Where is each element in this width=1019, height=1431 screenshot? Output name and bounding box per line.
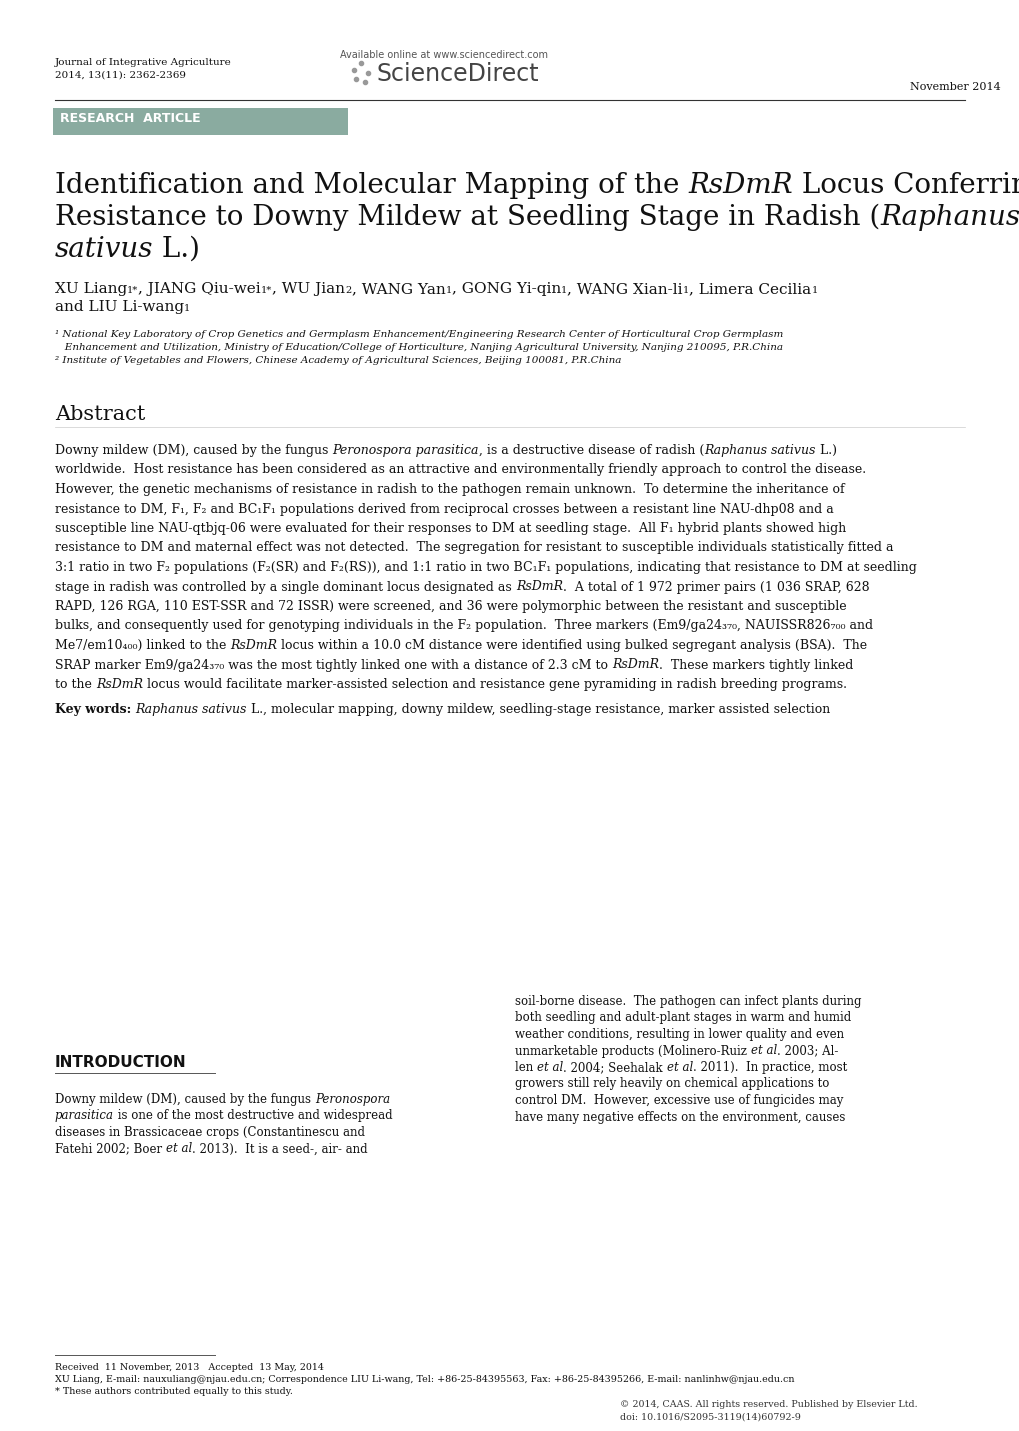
Text: weather conditions, resulting in lower quality and even: weather conditions, resulting in lower q…: [515, 1027, 844, 1040]
Text: RsDmR: RsDmR: [230, 640, 277, 653]
Text: . 2003; Al-: . 2003; Al-: [776, 1045, 838, 1058]
Text: 1: 1: [682, 286, 689, 295]
Text: et al: et al: [536, 1060, 562, 1075]
Text: , Limera Cecilia: , Limera Cecilia: [689, 282, 810, 296]
Text: locus would facilitate marker-assisted selection and resistance gene pyramiding : locus would facilitate marker-assisted s…: [143, 678, 846, 691]
Text: , JIANG Qiu-wei: , JIANG Qiu-wei: [139, 282, 261, 296]
Text: susceptible line NAU-qtbjq-06 were evaluated for their responses to DM at seedli: susceptible line NAU-qtbjq-06 were evalu…: [55, 522, 846, 535]
Text: parasitica: parasitica: [55, 1109, 114, 1122]
Text: ScienceDirect: ScienceDirect: [377, 62, 539, 86]
Text: Downy mildew (DM), caused by the fungus: Downy mildew (DM), caused by the fungus: [55, 444, 332, 456]
Text: , WU Jian: , WU Jian: [272, 282, 345, 296]
Text: RAPD, 126 RGA, 110 EST-SSR and 72 ISSR) were screened, and 36 were polymorphic b: RAPD, 126 RGA, 110 EST-SSR and 72 ISSR) …: [55, 600, 846, 612]
Text: XU Liang: XU Liang: [55, 282, 127, 296]
Text: worldwide.  Host resistance has been considered as an attractive and environment: worldwide. Host resistance has been cons…: [55, 464, 865, 477]
Text: bulks, and consequently used for genotyping individuals in the F₂ population.  T: bulks, and consequently used for genotyp…: [55, 620, 872, 633]
Text: to the: to the: [55, 678, 96, 691]
Text: Raphanus: Raphanus: [879, 205, 1019, 230]
Text: Fatehi 2002; Boer: Fatehi 2002; Boer: [55, 1142, 166, 1155]
Text: doi: 10.1016/S2095-3119(14)60792-9: doi: 10.1016/S2095-3119(14)60792-9: [620, 1412, 800, 1422]
Text: RESEARCH  ARTICLE: RESEARCH ARTICLE: [60, 112, 201, 124]
Text: Enhancement and Utilization, Ministry of Education/College of Horticulture, Nanj: Enhancement and Utilization, Ministry of…: [55, 343, 783, 352]
Text: Me7/em10₄₀₀) linked to the: Me7/em10₄₀₀) linked to the: [55, 640, 230, 653]
Text: soil-borne disease.  The pathogen can infect plants during: soil-borne disease. The pathogen can inf…: [515, 995, 861, 1007]
Text: L.): L.): [153, 236, 201, 263]
Text: 1: 1: [810, 286, 817, 295]
Text: . 2004; Seehalak: . 2004; Seehalak: [562, 1060, 666, 1075]
Text: 2: 2: [345, 286, 352, 295]
Text: , GONG Yi-qin: , GONG Yi-qin: [451, 282, 560, 296]
Text: Available online at www.sciencedirect.com: Available online at www.sciencedirect.co…: [339, 50, 547, 60]
Text: Locus Conferring: Locus Conferring: [792, 172, 1019, 199]
Text: locus within a 10.0 cM distance were identified using bulked segregant analysis : locus within a 10.0 cM distance were ide…: [277, 640, 866, 653]
Text: have many negative effects on the environment, causes: have many negative effects on the enviro…: [515, 1110, 845, 1123]
Text: diseases in Brassicaceae crops (Constantinescu and: diseases in Brassicaceae crops (Constant…: [55, 1126, 365, 1139]
Text: sativus: sativus: [55, 236, 153, 263]
Text: Identification and Molecular Mapping of the: Identification and Molecular Mapping of …: [55, 172, 688, 199]
Text: and LIU Li-wang: and LIU Li-wang: [55, 301, 184, 313]
Text: 2014, 13(11): 2362-2369: 2014, 13(11): 2362-2369: [55, 72, 185, 80]
Text: However, the genetic mechanisms of resistance in radish to the pathogen remain u: However, the genetic mechanisms of resis…: [55, 484, 844, 497]
Text: XU Liang, E-mail: nauxuliang@njau.edu.cn; Correspondence LIU Li-wang, Tel: +86-2: XU Liang, E-mail: nauxuliang@njau.edu.cn…: [55, 1375, 794, 1384]
Text: RsDmR: RsDmR: [611, 658, 658, 671]
Text: stage in radish was controlled by a single dominant locus designated as: stage in radish was controlled by a sing…: [55, 581, 516, 594]
Text: Raphanus sativus: Raphanus sativus: [703, 444, 815, 456]
Text: Received  11 November, 2013   Accepted  13 May, 2014: Received 11 November, 2013 Accepted 13 M…: [55, 1362, 324, 1372]
Text: control DM.  However, excessive use of fungicides may: control DM. However, excessive use of fu…: [515, 1095, 843, 1108]
Text: . 2011).  In practice, most: . 2011). In practice, most: [692, 1060, 847, 1075]
Text: Resistance to Downy Mildew at Seedling Stage in Radish (: Resistance to Downy Mildew at Seedling S…: [55, 205, 879, 232]
Text: len: len: [515, 1060, 536, 1075]
Text: et al: et al: [750, 1045, 776, 1058]
Bar: [53, 107, 347, 135]
Text: Abstract: Abstract: [55, 405, 146, 424]
Text: . 2013).  It is a seed-, air- and: . 2013). It is a seed-, air- and: [192, 1142, 368, 1155]
Text: both seedling and adult-plant stages in warm and humid: both seedling and adult-plant stages in …: [515, 1012, 851, 1025]
Text: 1: 1: [445, 286, 451, 295]
Text: 1: 1: [560, 286, 567, 295]
Text: Raphanus sativus: Raphanus sativus: [136, 704, 247, 717]
Text: INTRODUCTION: INTRODUCTION: [55, 1055, 186, 1070]
Text: 1*: 1*: [127, 286, 139, 295]
Text: 1: 1: [184, 303, 191, 313]
Text: .  These markers tightly linked: . These markers tightly linked: [658, 658, 853, 671]
Text: et al: et al: [166, 1142, 192, 1155]
Text: Journal of Integrative Agriculture: Journal of Integrative Agriculture: [55, 59, 231, 67]
Text: © 2014, CAAS. All rights reserved. Published by Elsevier Ltd.: © 2014, CAAS. All rights reserved. Publi…: [620, 1400, 917, 1410]
Text: SRAP marker Em9/ga24₃₇₀ was the most tightly linked one with a distance of 2.3 c: SRAP marker Em9/ga24₃₇₀ was the most tig…: [55, 658, 611, 671]
Text: resistance to DM and maternal effect was not detected.  The segregation for resi: resistance to DM and maternal effect was…: [55, 541, 893, 554]
Text: RsDmR: RsDmR: [688, 172, 792, 199]
Text: Key words:: Key words:: [55, 704, 136, 717]
Text: , WANG Yan: , WANG Yan: [352, 282, 445, 296]
Text: L.): L.): [815, 444, 836, 456]
Text: November 2014: November 2014: [909, 82, 1000, 92]
Text: et al: et al: [666, 1060, 692, 1075]
Text: 1*: 1*: [261, 286, 272, 295]
Text: resistance to DM, F₁, F₂ and BC₁F₁ populations derived from reciprocal crosses b: resistance to DM, F₁, F₂ and BC₁F₁ popul…: [55, 502, 833, 515]
Text: is one of the most destructive and widespread: is one of the most destructive and wides…: [114, 1109, 392, 1122]
Text: ² Institute of Vegetables and Flowers, Chinese Academy of Agricultural Sciences,: ² Institute of Vegetables and Flowers, C…: [55, 356, 621, 365]
Text: * These authors contributed equally to this study.: * These authors contributed equally to t…: [55, 1387, 292, 1397]
Text: Peronospora: Peronospora: [315, 1093, 389, 1106]
Text: , WANG Xian-li: , WANG Xian-li: [567, 282, 682, 296]
Text: 3:1 ratio in two F₂ populations (F₂(SR) and F₂(RS)), and 1:1 ratio in two BC₁F₁ : 3:1 ratio in two F₂ populations (F₂(SR) …: [55, 561, 916, 574]
Text: , is a destructive disease of radish (: , is a destructive disease of radish (: [478, 444, 703, 456]
Text: growers still rely heavily on chemical applications to: growers still rely heavily on chemical a…: [515, 1078, 828, 1090]
Text: RsDmR: RsDmR: [96, 678, 143, 691]
Text: unmarketable products (Molinero-Ruiz: unmarketable products (Molinero-Ruiz: [515, 1045, 750, 1058]
Text: .  A total of 1 972 primer pairs (1 036 SRAP, 628: . A total of 1 972 primer pairs (1 036 S…: [562, 581, 868, 594]
Text: Downy mildew (DM), caused by the fungus: Downy mildew (DM), caused by the fungus: [55, 1093, 315, 1106]
Text: Peronospora parasitica: Peronospora parasitica: [332, 444, 478, 456]
Text: L., molecular mapping, downy mildew, seedling-stage resistance, marker assisted : L., molecular mapping, downy mildew, see…: [247, 704, 829, 717]
Text: ¹ National Key Laboratory of Crop Genetics and Germplasm Enhancement/Engineering: ¹ National Key Laboratory of Crop Geneti…: [55, 331, 783, 339]
Text: RsDmR: RsDmR: [516, 581, 562, 594]
